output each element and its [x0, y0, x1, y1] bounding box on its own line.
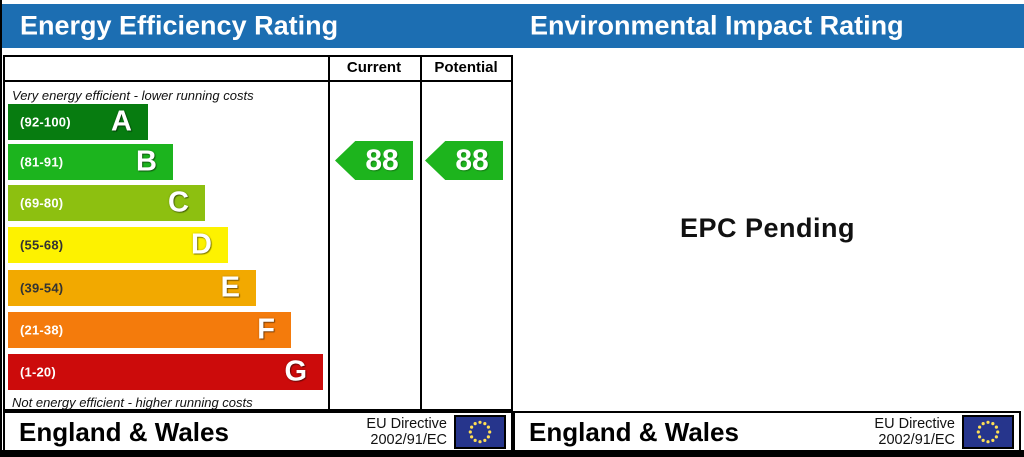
potential-column-header: Potential: [434, 59, 498, 76]
band-b: (81-91) B: [8, 144, 173, 180]
band-range-label: (92-100): [20, 114, 71, 130]
band-range-label: (21-38): [20, 322, 64, 338]
potential-rating-value: 88: [455, 143, 489, 177]
band-letter: G: [284, 355, 307, 388]
chart-header-row: Current Potential: [5, 57, 511, 82]
band-range-label: (1-20): [20, 364, 56, 380]
band-f: (21-38) F: [8, 312, 291, 348]
current-rating-value: 88: [365, 143, 399, 177]
eu-directive-line1: EU Directive: [874, 416, 955, 432]
eu-flag-icon: [962, 415, 1014, 449]
left-edge-line: [0, 0, 2, 457]
potential-rating-arrow-icon: 88: [425, 141, 503, 180]
current-rating-arrow-icon: 88: [335, 141, 413, 180]
efficiency-top-note: Very energy efficient - lower running co…: [12, 88, 254, 103]
column-divider-1: [328, 57, 330, 409]
band-letter: A: [111, 105, 132, 138]
band-range-label: (39-54): [20, 280, 64, 296]
eu-directive-line1: EU Directive: [366, 416, 447, 432]
current-column-header: Current: [346, 59, 402, 76]
energy-efficiency-title: Energy Efficiency Rating: [20, 10, 339, 41]
band-range-label: (69-80): [20, 195, 64, 211]
region-title: England & Wales: [19, 416, 229, 447]
band-letter: C: [168, 186, 189, 219]
eu-directive-line2: 2002/91/EC: [878, 432, 955, 448]
band-a: (92-100) A: [8, 104, 148, 140]
eu-flag-icon: [454, 415, 506, 449]
header-bar: Energy Efficiency Rating Environmental I…: [2, 4, 1024, 48]
eu-directive-line2: 2002/91/EC: [370, 432, 447, 448]
column-divider-2: [420, 57, 422, 409]
environmental-impact-title: Environmental Impact Rating: [530, 10, 904, 41]
band-c: (69-80) C: [8, 185, 205, 221]
region-title: England & Wales: [529, 416, 739, 447]
band-d: (55-68) D: [8, 227, 228, 263]
band-range-label: (55-68): [20, 237, 64, 253]
epc-pending-text: EPC Pending: [679, 212, 855, 243]
band-letter: D: [191, 228, 212, 261]
eu-directive-text: EU Directive 2002/91/EC: [366, 416, 447, 448]
eu-directive-text: EU Directive 2002/91/EC: [874, 416, 955, 448]
energy-efficiency-chart: Current Potential Very energy efficient …: [3, 55, 513, 411]
band-e: (39-54) E: [8, 270, 256, 306]
bottom-strip: [0, 450, 1024, 457]
efficiency-bottom-note: Not energy efficient - higher running co…: [12, 395, 253, 410]
band-letter: B: [136, 145, 157, 178]
footer-left: England & Wales EU Directive 2002/91/EC: [3, 411, 513, 453]
footer-right: England & Wales EU Directive 2002/91/EC: [513, 411, 1021, 453]
band-letter: F: [257, 313, 275, 346]
band-g: (1-20) G: [8, 354, 323, 390]
band-range-label: (81-91): [20, 154, 64, 170]
band-letter: E: [220, 271, 240, 304]
environmental-impact-panel: EPC Pending: [513, 55, 1022, 411]
